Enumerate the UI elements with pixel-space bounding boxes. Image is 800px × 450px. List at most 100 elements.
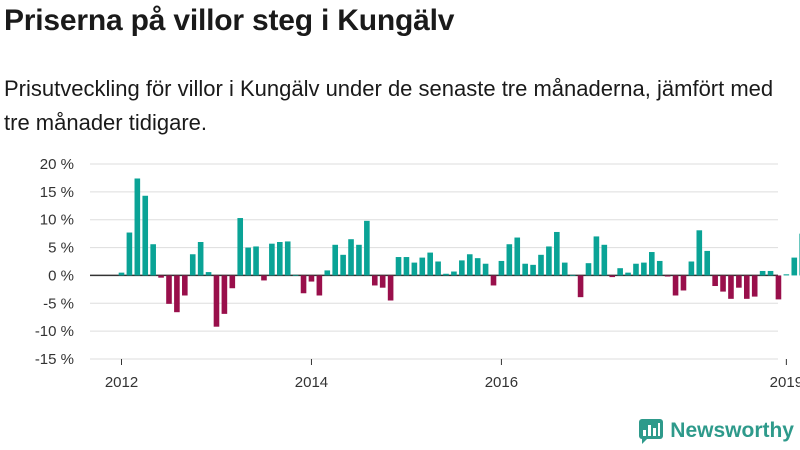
bar bbox=[277, 242, 283, 276]
bar bbox=[482, 263, 489, 276]
bar bbox=[672, 275, 679, 296]
bar bbox=[411, 262, 418, 276]
x-axis-ticks: 2012201420162019202120232025 bbox=[105, 359, 800, 391]
bar bbox=[205, 272, 212, 276]
bar bbox=[625, 272, 631, 276]
bar bbox=[466, 254, 473, 276]
bar bbox=[150, 244, 156, 276]
bar bbox=[554, 231, 560, 276]
bar bbox=[237, 218, 244, 276]
bar bbox=[269, 243, 275, 276]
bar bbox=[474, 258, 481, 276]
bar bbox=[688, 261, 695, 276]
newsworthy-logo: Newsworthy bbox=[638, 418, 794, 444]
bar bbox=[308, 275, 315, 282]
bar bbox=[174, 275, 180, 313]
newsworthy-logo-icon bbox=[639, 419, 664, 444]
bar bbox=[743, 275, 750, 299]
bar bbox=[593, 236, 600, 276]
bar bbox=[435, 261, 441, 276]
y-axis-ticks: 20 % 15 % 10 % 5 % 0 % -5 % -10 % -15 % bbox=[35, 156, 74, 368]
bar bbox=[324, 270, 331, 276]
bar bbox=[245, 247, 251, 276]
bar bbox=[166, 275, 172, 304]
x-tick-label: 2019 bbox=[770, 374, 800, 391]
bar bbox=[569, 274, 576, 276]
brand-name: Newsworthy bbox=[670, 419, 794, 442]
bar bbox=[253, 246, 259, 276]
bar bbox=[340, 254, 346, 276]
y-tick-label: 0 % bbox=[48, 267, 74, 284]
bar bbox=[371, 275, 378, 286]
bar bbox=[617, 268, 623, 276]
bar bbox=[704, 250, 711, 276]
bar bbox=[182, 275, 188, 296]
y-tick-label: 20 % bbox=[40, 156, 74, 173]
y-tick-label: -10 % bbox=[35, 323, 74, 340]
y-tick-label: 15 % bbox=[40, 184, 74, 201]
bar bbox=[197, 242, 204, 276]
bar bbox=[364, 220, 370, 276]
bar bbox=[664, 275, 671, 277]
bar bbox=[783, 274, 790, 276]
bar bbox=[126, 232, 133, 276]
bar bbox=[720, 275, 726, 292]
x-tick-label: 2016 bbox=[485, 374, 518, 391]
bar bbox=[751, 275, 758, 297]
x-tick-label: 2012 bbox=[105, 374, 138, 391]
bar bbox=[514, 237, 521, 276]
bar bbox=[118, 272, 125, 276]
bar bbox=[767, 270, 774, 276]
bar bbox=[696, 230, 703, 276]
bar bbox=[158, 275, 164, 278]
bar bbox=[561, 262, 568, 276]
bar bbox=[601, 244, 608, 276]
bar bbox=[451, 271, 457, 276]
y-tick-label: -5 % bbox=[43, 295, 74, 312]
bar bbox=[379, 275, 386, 288]
bar bbox=[292, 274, 299, 276]
bar bbox=[189, 254, 196, 276]
bar bbox=[522, 263, 528, 276]
bar bbox=[142, 195, 149, 276]
bar bbox=[791, 257, 798, 276]
bar bbox=[736, 275, 742, 288]
bar bbox=[649, 252, 655, 276]
bar bbox=[134, 178, 141, 276]
bar bbox=[633, 263, 639, 276]
bar bbox=[356, 244, 362, 276]
chart-subtitle: Prisutveckling för villor i Kungälv unde… bbox=[4, 76, 774, 135]
bar bbox=[728, 275, 734, 299]
bar bbox=[261, 275, 267, 281]
bar bbox=[641, 262, 647, 276]
bar-chart: 20 % 15 % 10 % 5 % 0 % -5 % -10 % -15 % 2012 201… bbox=[35, 156, 800, 391]
bar bbox=[459, 260, 465, 276]
bar-series bbox=[118, 178, 800, 327]
bar bbox=[300, 275, 307, 294]
bar bbox=[712, 275, 718, 287]
bar bbox=[221, 275, 228, 314]
bar bbox=[348, 239, 354, 276]
bar bbox=[656, 260, 663, 276]
bar bbox=[490, 275, 497, 286]
bar bbox=[403, 257, 410, 276]
x-tick-label: 2014 bbox=[295, 374, 328, 391]
bar bbox=[395, 257, 402, 276]
y-tick-label: 5 % bbox=[48, 240, 74, 257]
bar bbox=[316, 275, 323, 296]
bar bbox=[229, 275, 236, 289]
bar bbox=[506, 244, 513, 276]
bar bbox=[530, 264, 536, 276]
bar bbox=[213, 275, 220, 327]
bar bbox=[427, 252, 433, 276]
bar bbox=[585, 263, 592, 276]
bar bbox=[538, 254, 544, 276]
y-tick-label: -15 % bbox=[35, 351, 74, 368]
bar bbox=[498, 260, 505, 276]
bar bbox=[759, 270, 766, 276]
bar bbox=[546, 246, 552, 276]
bar bbox=[284, 241, 291, 276]
bar bbox=[577, 275, 584, 298]
grid-lines bbox=[90, 163, 778, 360]
bar bbox=[775, 275, 782, 300]
